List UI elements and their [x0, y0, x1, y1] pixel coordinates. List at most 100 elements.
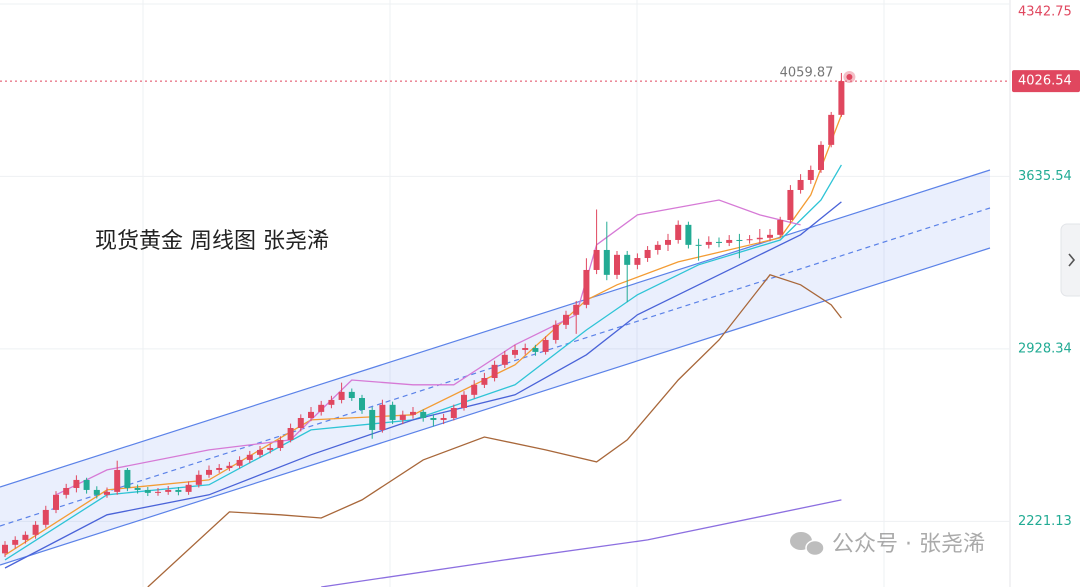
candle-body [450, 407, 457, 418]
watermark: 公众号 · 张尧浠 [790, 532, 985, 557]
y-tick-label: 4342.75 [1018, 5, 1072, 20]
candle-body [348, 391, 355, 398]
candle-body [308, 411, 314, 418]
price-axis: 4342.75 3635.54 2928.34 2221.13 4026.54 [0, 5, 1080, 529]
candle-body [634, 258, 641, 265]
candle-body [287, 427, 294, 440]
chart-title: 现货黄金 周线图 张尧浠 [95, 229, 329, 254]
candle-body [552, 324, 559, 340]
candle-body [573, 304, 580, 315]
ma-line [321, 499, 842, 587]
candle-body [114, 469, 121, 492]
candle-body [63, 487, 70, 495]
candle-body [512, 349, 518, 355]
candle-body [675, 224, 682, 240]
candle-body [134, 487, 141, 490]
candle-body [705, 241, 712, 245]
candle-body [716, 241, 722, 243]
candle-body [807, 169, 814, 180]
y-tick-label: 2928.34 [1018, 341, 1072, 356]
candle-body [614, 254, 620, 275]
candle-body [583, 269, 590, 305]
candle-body [359, 397, 365, 410]
candle-body [797, 179, 804, 190]
candle-body [185, 484, 192, 492]
candle-body [461, 394, 467, 408]
candle-body [777, 219, 784, 235]
watermark-text: 公众号 · 张尧浠 [832, 532, 985, 557]
candle-body [267, 447, 274, 450]
candle-body [440, 417, 447, 420]
ma-line [4, 201, 842, 569]
high-label: 4059.87 [780, 65, 834, 80]
candle-body [53, 494, 59, 510]
scroll-button[interactable] [1060, 223, 1080, 297]
current-price-label: 4026.54 [1018, 74, 1072, 89]
ma-line [55, 199, 801, 496]
ma-line [147, 274, 842, 587]
candle-body [175, 489, 182, 492]
candle-body [532, 348, 539, 352]
y-tick-label: 2221.13 [1018, 514, 1072, 529]
candle-body [165, 489, 172, 492]
candle-body [593, 249, 600, 270]
candle-body [501, 354, 508, 365]
y-tick-label: 3635.54 [1018, 169, 1072, 184]
candle-body [338, 391, 345, 400]
ma-line [4, 164, 842, 561]
candle-body [522, 348, 529, 350]
candle-body [603, 249, 610, 275]
candle-body [665, 239, 671, 245]
candle-body [379, 404, 386, 430]
moving-averages [4, 114, 843, 587]
candle-body [144, 489, 151, 493]
candle-body [767, 234, 773, 238]
candle-body [685, 224, 692, 245]
candle-body [328, 399, 335, 405]
candle-body [73, 479, 80, 488]
candle-body [155, 491, 161, 493]
candle-body [389, 404, 396, 420]
candle-body [542, 339, 549, 352]
high-dot [846, 73, 853, 80]
time-grid [142, 0, 885, 587]
candle-body [124, 469, 131, 488]
candle-body [195, 474, 202, 485]
candle-body [277, 439, 284, 448]
candle-body [491, 364, 498, 379]
candle-body [654, 244, 661, 250]
candle-body [787, 189, 794, 220]
candle-body [297, 417, 304, 428]
candle-body [624, 254, 631, 265]
candle-body [481, 378, 488, 385]
candle-body [216, 467, 223, 470]
candle-body [83, 479, 90, 490]
candle-body [818, 144, 824, 170]
candle-body [2, 544, 8, 554]
candle-body [399, 414, 406, 420]
candle-body [22, 534, 29, 540]
current-price-tag [1012, 70, 1080, 93]
candle-body [756, 237, 763, 240]
candle-body [410, 411, 416, 415]
candle-body [736, 239, 743, 241]
candle-body [369, 409, 376, 430]
candles: 4059.87 [2, 65, 856, 558]
candle-body [746, 239, 753, 241]
candle-body [430, 417, 437, 420]
candle-body [246, 454, 253, 460]
candle-body [257, 449, 263, 455]
candle-body [563, 314, 569, 325]
candle-body [236, 459, 243, 466]
candle-body [104, 491, 110, 495]
candle-body [828, 114, 835, 145]
candle-body [420, 411, 427, 418]
candle-body [226, 465, 233, 468]
candle-body [695, 244, 702, 246]
candle-body [93, 489, 100, 495]
grid [0, 3, 1010, 522]
candle-body [726, 239, 733, 243]
candle-body [471, 384, 478, 395]
candle-body [644, 249, 651, 259]
